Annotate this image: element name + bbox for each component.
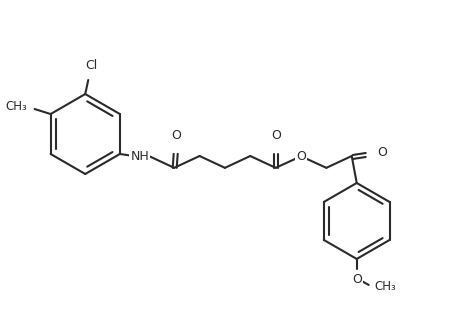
Text: O: O: [378, 145, 388, 158]
Text: NH: NH: [130, 149, 149, 163]
Text: O: O: [272, 129, 281, 142]
Text: CH₃: CH₃: [375, 280, 396, 293]
Text: CH₃: CH₃: [5, 100, 27, 113]
Text: Cl: Cl: [85, 59, 97, 72]
Text: O: O: [296, 149, 306, 163]
Text: O: O: [352, 273, 362, 286]
Text: O: O: [171, 129, 181, 142]
